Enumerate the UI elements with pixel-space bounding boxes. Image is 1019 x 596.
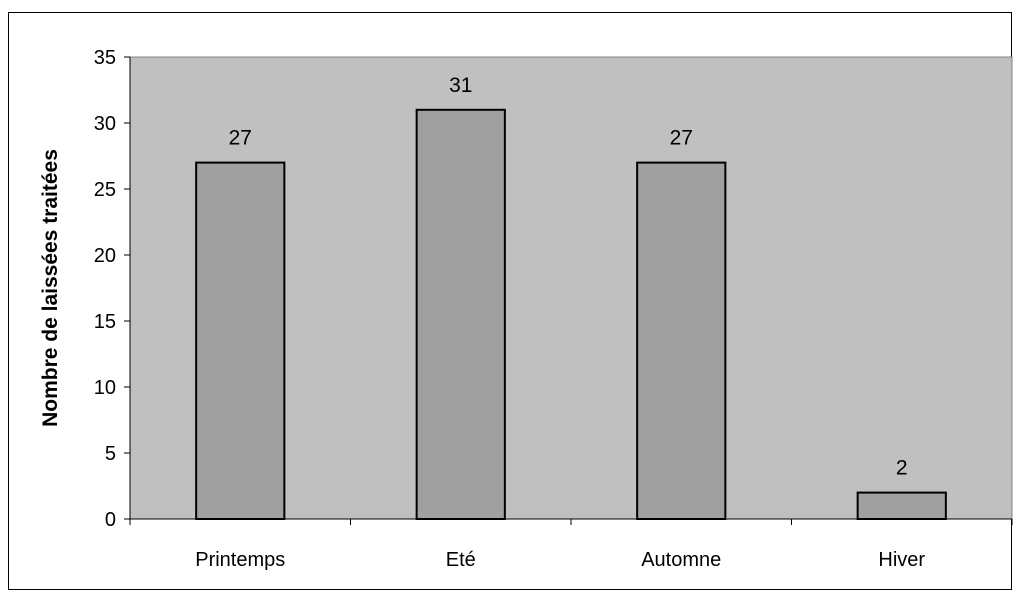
y-tick-label: 30 [94, 113, 116, 135]
bar-4 [856, 491, 947, 521]
x-category-label-3: Automne [641, 549, 721, 571]
x-category-label-4: Hiver [878, 549, 925, 571]
y-tick-label: 20 [94, 245, 116, 267]
bar-1 [195, 161, 286, 520]
data-label-1: 27 [229, 127, 252, 150]
y-tick-label: 25 [94, 179, 116, 201]
y-tick-label: 10 [94, 377, 116, 399]
y-tick-label: 5 [105, 443, 116, 465]
y-tick-label: 0 [105, 509, 116, 531]
y-tick-label: 35 [94, 47, 116, 69]
bar-3 [636, 161, 727, 520]
y-axis-title: Nombre de laissées traitées [39, 149, 62, 427]
x-category-label-2: Eté [446, 549, 476, 571]
data-label-3: 27 [670, 127, 693, 150]
bar-2 [415, 108, 506, 521]
y-tick-label: 15 [94, 311, 116, 333]
x-category-label-1: Printemps [195, 549, 285, 571]
data-label-2: 31 [449, 74, 472, 97]
data-label-4: 2 [896, 457, 908, 480]
